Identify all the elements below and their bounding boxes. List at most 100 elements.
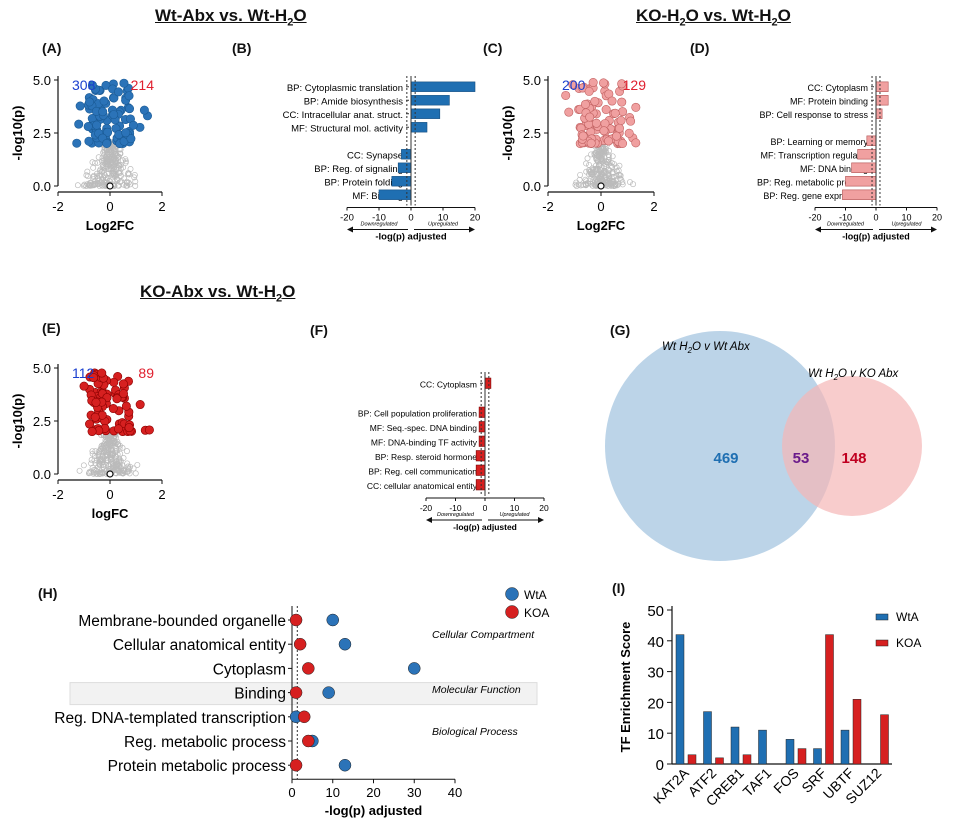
y-axis-label: TF Enrichment Score (618, 622, 633, 753)
dot-wta (322, 686, 335, 699)
volcano-point-ns (86, 180, 93, 186)
downregulated-label: Downregulated (437, 512, 475, 518)
volcano-point-ns (609, 170, 616, 177)
dot-wta (326, 613, 339, 627)
volcano-point-sig (103, 127, 113, 137)
arrow-up-head (931, 226, 937, 233)
volcano-point-sig (72, 138, 82, 148)
panel-label-c: (C) (483, 40, 503, 56)
tf-bar-wta (840, 729, 850, 765)
go-term-label: MF: DNA-binding TF activity (371, 437, 478, 447)
volcano-point-ns (92, 160, 98, 167)
go-term-label: BP: Reg. cell communication (368, 466, 477, 476)
volcano-point-ns (84, 168, 91, 175)
volcano-point-ns (119, 444, 126, 451)
go-term-label: BP: Cell response to stress (759, 110, 868, 120)
volcano-point-ns (104, 149, 111, 156)
volcano-point-ns (102, 179, 109, 186)
category-label: Cytoplasm (213, 661, 286, 678)
volcano-point-sig (121, 401, 131, 411)
tf-bar-wta (675, 634, 685, 765)
go-term-label: BP: Reg. gene expression (763, 191, 868, 201)
y-tick-label: 2.5 (523, 126, 541, 141)
volcano-point-sig (124, 423, 134, 433)
volcano-point-ns (104, 174, 111, 181)
tf-bar-koa (742, 754, 752, 765)
volcano-point-ns (593, 179, 600, 186)
x-tick-label: 2 (158, 199, 165, 214)
volcano-point-ns (85, 470, 92, 477)
volcano-point-ns (99, 457, 106, 464)
volcano-point-ns (593, 171, 600, 178)
venn-circle-left (605, 331, 835, 561)
go-term-label: BP: Protein folding (324, 177, 403, 188)
category-label: Cellular anatomical entity (113, 637, 286, 654)
y-tick-label: 5.0 (523, 73, 541, 88)
tf-bar-wta (813, 748, 822, 765)
upregulated-label: Upregulated (500, 512, 531, 518)
y-tick-label: 30 (647, 665, 664, 682)
go-term-label: CC: Intracellular anat. struct. (283, 110, 403, 121)
volcano-point-sig (135, 400, 145, 410)
x-axis-label: -log(p) adjusted (325, 803, 423, 818)
x-tick-label: -2 (542, 199, 554, 214)
go-term-label: MF: Protein binding (790, 96, 868, 106)
y-axis-label: -log10(p) (10, 394, 25, 449)
volcano-point-ns (588, 151, 595, 158)
volcano-point-ns (112, 170, 119, 177)
y-tick-label: 0.0 (33, 179, 51, 194)
category-label: Membrane-bounded organelle (78, 613, 286, 630)
go-term-label: MF: DNA binding (800, 164, 868, 174)
dot-wta (338, 637, 352, 651)
volcano-point-ns (606, 174, 613, 181)
tf-bar-koa (880, 714, 889, 765)
highlight-band (69, 682, 538, 706)
volcano-point-ns (104, 434, 111, 441)
volcano-point-ns (116, 170, 123, 176)
volcano-point-ns (126, 171, 132, 178)
legend-label-koa: KOA (896, 636, 921, 650)
volcano-point-sig (113, 87, 123, 97)
volcano-point-ns (108, 155, 114, 162)
volcano-point-sig (99, 96, 109, 106)
tf-bar-koa (825, 634, 834, 765)
dot-koa (297, 710, 311, 724)
volcano-point-sig (626, 116, 636, 126)
volcano-point-ns (110, 155, 117, 162)
x-tick-label: 40 (448, 785, 462, 800)
arrow-down-head (347, 226, 353, 233)
volcano-point-sig (580, 99, 590, 109)
volcano-point-ns (81, 181, 88, 188)
x-tick-label: 30 (407, 785, 421, 800)
volcano-point-sig (601, 105, 611, 115)
volcano-point-sig (98, 107, 108, 117)
panel-label-e: (E) (42, 320, 61, 336)
tf-bar-wta (758, 729, 767, 765)
panel-label-g: (G) (610, 322, 631, 338)
volcano-point-ns (89, 448, 96, 455)
volcano-point-ns (616, 171, 623, 178)
volcano-point-ns (594, 152, 600, 159)
volcano-point-sig (87, 80, 97, 90)
tf-bar-wta (730, 726, 740, 765)
volcano-point-ns (577, 171, 584, 178)
volcano-point-ns (584, 180, 591, 187)
volcano-point-ns (122, 160, 129, 166)
panel-label-i: (I) (612, 580, 626, 596)
y-tick-label: 20 (647, 695, 664, 712)
go-term-label: BP: Reg. metabolic process (757, 177, 869, 187)
y-axis-label: -log10(p) (500, 106, 515, 161)
volcano-point-sig (108, 404, 118, 414)
volcano-point-ns (613, 177, 620, 184)
x-tick-label: 0 (106, 487, 113, 502)
x-tick-label: -20 (340, 213, 354, 224)
go-term-label: BP: Cell population proliferation (358, 408, 477, 418)
volcano-point-ns (89, 450, 96, 457)
x-tick-label: 10 (438, 213, 449, 224)
volcano-point-ns (112, 159, 119, 166)
x-tick-label: 0 (597, 199, 604, 214)
y-tick-label: 0.0 (523, 179, 541, 194)
dot-koa (289, 758, 303, 772)
